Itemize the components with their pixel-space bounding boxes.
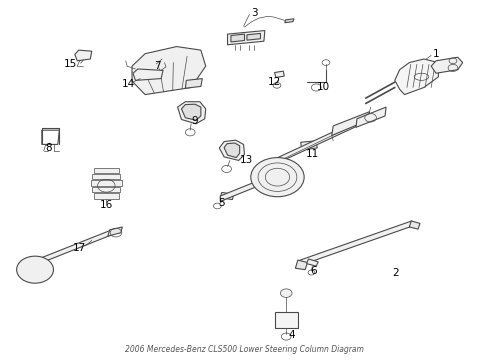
Text: 2006 Mercedes-Benz CLS500 Lower Steering Column Diagram: 2006 Mercedes-Benz CLS500 Lower Steering… xyxy=(125,345,363,354)
Polygon shape xyxy=(185,78,202,88)
Polygon shape xyxy=(430,57,462,73)
Polygon shape xyxy=(295,260,307,270)
Polygon shape xyxy=(331,112,369,135)
Polygon shape xyxy=(177,102,205,124)
Text: 15: 15 xyxy=(64,59,77,69)
Polygon shape xyxy=(300,221,411,265)
Polygon shape xyxy=(107,227,122,236)
Text: 3: 3 xyxy=(250,8,257,18)
Polygon shape xyxy=(274,71,284,77)
Polygon shape xyxy=(230,34,244,42)
Polygon shape xyxy=(355,107,386,127)
Text: 4: 4 xyxy=(287,330,294,340)
Polygon shape xyxy=(246,33,260,40)
Polygon shape xyxy=(306,259,318,266)
Text: 2: 2 xyxy=(392,268,398,278)
Polygon shape xyxy=(227,31,264,45)
Polygon shape xyxy=(220,176,268,201)
Circle shape xyxy=(280,289,291,297)
Polygon shape xyxy=(92,174,120,179)
Text: 12: 12 xyxy=(267,77,280,87)
Text: 5: 5 xyxy=(218,198,224,208)
Text: 16: 16 xyxy=(100,200,113,210)
Polygon shape xyxy=(219,140,244,161)
Text: 17: 17 xyxy=(73,243,86,253)
Text: 11: 11 xyxy=(305,149,318,159)
Circle shape xyxy=(250,158,304,197)
Polygon shape xyxy=(94,193,119,198)
Text: 9: 9 xyxy=(191,116,197,126)
Polygon shape xyxy=(274,312,297,328)
Polygon shape xyxy=(92,187,120,192)
Polygon shape xyxy=(24,229,113,270)
Polygon shape xyxy=(133,69,163,80)
Polygon shape xyxy=(224,143,239,158)
Polygon shape xyxy=(408,221,419,229)
Text: 6: 6 xyxy=(310,266,316,276)
Polygon shape xyxy=(132,46,205,95)
Circle shape xyxy=(17,256,53,283)
Polygon shape xyxy=(181,104,201,120)
Text: 1: 1 xyxy=(432,49,438,59)
Polygon shape xyxy=(300,141,317,150)
Text: 8: 8 xyxy=(45,143,51,153)
Text: 10: 10 xyxy=(317,82,330,93)
Polygon shape xyxy=(394,59,438,95)
Polygon shape xyxy=(284,19,293,23)
Text: 7: 7 xyxy=(154,61,160,71)
Text: 13: 13 xyxy=(239,156,252,166)
Polygon shape xyxy=(91,180,122,186)
Polygon shape xyxy=(75,50,92,61)
Text: 14: 14 xyxy=(121,79,135,89)
Polygon shape xyxy=(264,121,355,169)
Polygon shape xyxy=(94,167,119,173)
Polygon shape xyxy=(220,193,233,199)
